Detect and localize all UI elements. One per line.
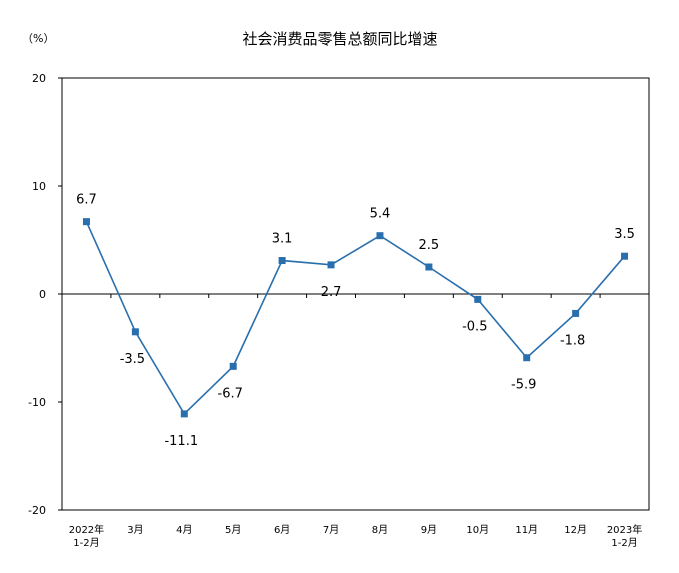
data-label: -3.5 bbox=[120, 352, 145, 367]
data-label: 3.1 bbox=[272, 232, 293, 247]
data-point bbox=[278, 257, 286, 265]
data-label: 5.4 bbox=[370, 207, 391, 222]
x-tick-label: 6月 bbox=[274, 524, 290, 536]
chart-title: 社会消费品零售总额同比增速 bbox=[242, 30, 437, 48]
x-tick-label: 10月 bbox=[466, 524, 489, 536]
y-tick-label: 0 bbox=[39, 288, 46, 301]
y-tick-label: 20 bbox=[32, 72, 46, 85]
data-point bbox=[523, 354, 531, 362]
y-tick-label: 10 bbox=[32, 180, 46, 193]
data-point bbox=[82, 218, 90, 226]
x-tick-label: 11月 bbox=[515, 524, 538, 536]
y-tick-label: -10 bbox=[28, 396, 46, 409]
data-point bbox=[572, 309, 580, 317]
x-tick-label: 7月 bbox=[323, 524, 339, 536]
data-point bbox=[131, 328, 139, 336]
x-tick-label: 5月 bbox=[225, 524, 241, 536]
x-tick-label: 2022年 bbox=[69, 523, 104, 536]
data-point bbox=[180, 410, 188, 418]
x-tick-label: 4月 bbox=[176, 524, 192, 536]
data-label: -1.8 bbox=[560, 333, 585, 348]
data-label: 3.5 bbox=[614, 227, 635, 242]
data-label: 2.7 bbox=[321, 285, 342, 300]
data-point bbox=[425, 263, 433, 271]
x-tick-label: 9月 bbox=[421, 524, 437, 536]
data-point bbox=[376, 232, 384, 240]
x-tick-label: 12月 bbox=[564, 524, 587, 536]
x-tick-label: 1-2月 bbox=[73, 537, 99, 549]
data-point bbox=[229, 362, 237, 370]
x-tick-label: 3月 bbox=[127, 524, 143, 536]
data-point bbox=[621, 252, 629, 260]
data-label: -5.9 bbox=[511, 378, 536, 393]
x-tick-label: 2023年 bbox=[607, 523, 642, 536]
data-label: 2.5 bbox=[419, 238, 440, 253]
x-tick-label: 1-2月 bbox=[611, 537, 637, 549]
x-tick-label: 8月 bbox=[372, 524, 388, 536]
data-label: -11.1 bbox=[164, 434, 198, 449]
data-point bbox=[327, 261, 335, 269]
y-tick-label: -20 bbox=[28, 504, 46, 517]
data-label: 6.7 bbox=[76, 193, 97, 208]
data-point bbox=[474, 295, 482, 303]
y-unit-label: （%） bbox=[22, 32, 54, 45]
data-label: -6.7 bbox=[218, 386, 243, 401]
data-label: -0.5 bbox=[462, 319, 487, 334]
series-line bbox=[85, 221, 626, 416]
